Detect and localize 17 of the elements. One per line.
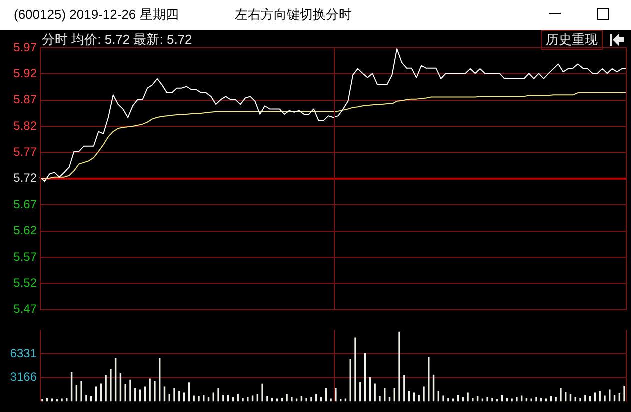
y-tick-label: 6331 bbox=[10, 346, 38, 360]
y-tick-label: 5.62 bbox=[14, 224, 38, 238]
y-tick-label: 5.72 bbox=[14, 171, 38, 186]
y-tick-label: 5.82 bbox=[14, 118, 38, 133]
y-tick-label: 5.97 bbox=[14, 40, 38, 54]
text: 分时 均价: 5.72 最新: 5.72 bbox=[42, 31, 192, 49]
y-tick-label: 5.67 bbox=[14, 197, 38, 212]
chart-subtitle: 左右方向键切换分时 bbox=[234, 6, 352, 24]
y-tick-label: 5.77 bbox=[14, 145, 38, 160]
text: 历史重现 bbox=[541, 30, 603, 50]
y-tick-label: 3166 bbox=[10, 370, 38, 384]
y-tick-label: 5.92 bbox=[14, 66, 38, 80]
y-tick-label: 5.57 bbox=[14, 250, 38, 264]
chart-title: (600125) 2019-12-26 星期四 bbox=[14, 6, 179, 24]
y-tick-label: 5.47 bbox=[14, 302, 38, 316]
y-tick-label: 5.87 bbox=[14, 92, 38, 107]
y-tick-label: 5.52 bbox=[14, 276, 38, 290]
